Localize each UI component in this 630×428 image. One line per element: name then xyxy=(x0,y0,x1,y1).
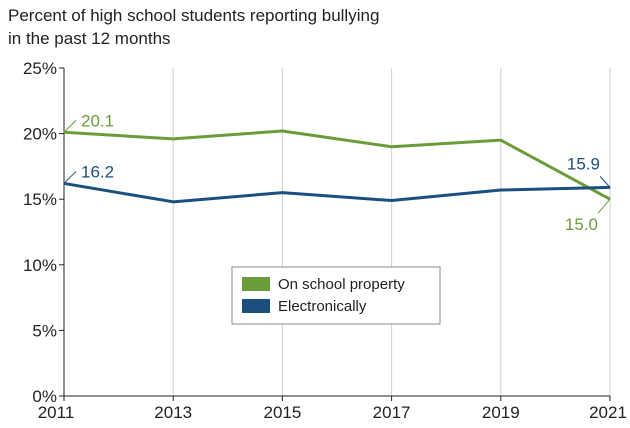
data-point-0-2017 xyxy=(391,146,393,148)
data-point-1-2017 xyxy=(391,200,393,202)
data-point-1-2019 xyxy=(500,189,502,191)
y-tick-label-0: 0% xyxy=(32,387,57,406)
data-point-0-2015 xyxy=(281,130,283,132)
y-tick-label-15: 15% xyxy=(23,190,57,209)
x-axis-ticks: 2011 2013 2015 2017 2019 2021 xyxy=(38,396,627,422)
chart-title: Percent of high school students reportin… xyxy=(8,4,568,50)
leader-line-0-0 xyxy=(63,119,77,133)
data-point-1-2015 xyxy=(281,192,283,194)
y-tick-label-25: 25% xyxy=(23,59,57,78)
series-lines xyxy=(63,129,611,204)
leader-line-1-5 xyxy=(599,176,611,188)
legend-label-1: Electronically xyxy=(278,298,367,315)
x-tick-label-2011: 2011 xyxy=(38,403,75,422)
y-tick-label-20: 20% xyxy=(23,125,57,144)
legend-label-0: On school property xyxy=(278,276,405,293)
x-tick-label-2017: 2017 xyxy=(373,403,411,422)
data-point-0-2019 xyxy=(500,139,502,141)
y-axis-ticks: 0% 5% 10% 15% 20% 25% xyxy=(23,59,64,406)
leader-line-1-0 xyxy=(63,171,77,184)
y-tick-label-5: 5% xyxy=(32,321,57,340)
chart-title-line-1: Percent of high school students reportin… xyxy=(8,6,380,25)
grid-lines xyxy=(172,68,611,396)
legend-swatch-1 xyxy=(242,299,270,313)
data-point-0-2013 xyxy=(172,138,174,140)
legend: On school property Electronically xyxy=(231,266,441,325)
series-line-electronically xyxy=(63,181,611,204)
y-tick-label-10: 10% xyxy=(23,256,57,275)
leader-line-0-5 xyxy=(597,198,611,214)
series-line-on-school-property xyxy=(63,129,611,201)
data-point-1-2013 xyxy=(172,201,174,203)
legend-swatch-0 xyxy=(242,277,270,291)
chart-title-line-2: in the past 12 months xyxy=(8,29,171,48)
data-label-0-0: 20.1 xyxy=(81,111,114,130)
data-labels: 20.1 15.0 16.2 15.9 xyxy=(63,111,611,234)
x-tick-label-2019: 2019 xyxy=(482,403,520,422)
x-tick-label-2013: 2013 xyxy=(154,403,192,422)
data-label-1-0: 16.2 xyxy=(81,162,114,181)
data-label-0-5: 15.0 xyxy=(565,215,598,234)
x-tick-label-2021: 2021 xyxy=(589,403,627,422)
x-tick-label-2015: 2015 xyxy=(263,403,301,422)
legend-box xyxy=(231,266,441,325)
axes xyxy=(63,68,610,397)
data-label-1-5: 15.9 xyxy=(567,154,600,173)
